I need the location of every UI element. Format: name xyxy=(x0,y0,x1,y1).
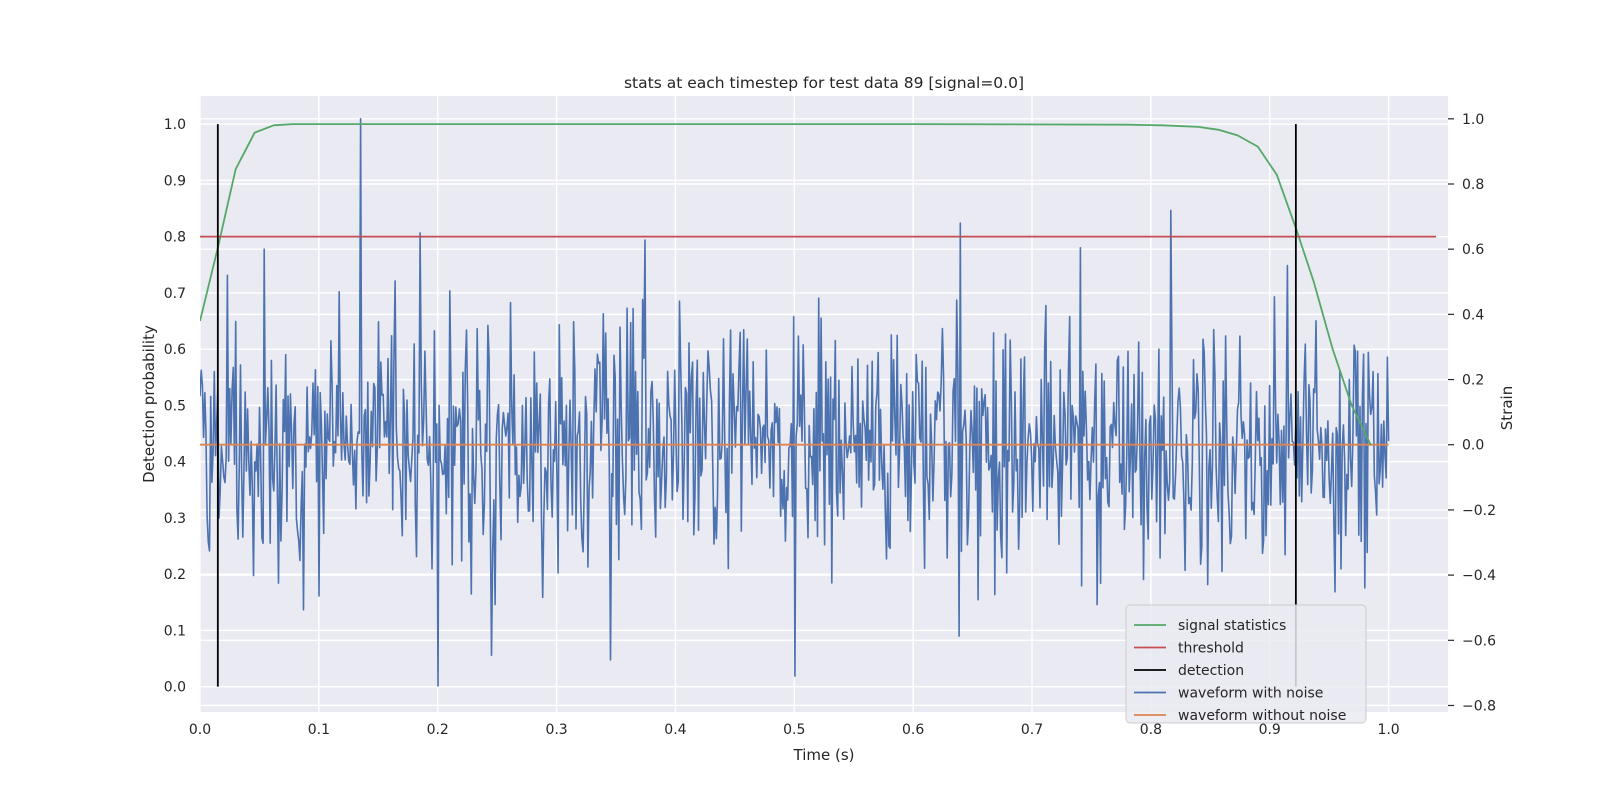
x-tick-label: 0.6 xyxy=(902,722,924,738)
legend-label: signal statistics xyxy=(1178,618,1286,634)
x-axis-label: Time (s) xyxy=(793,746,855,764)
y-left-tick-label: 1.0 xyxy=(164,117,186,133)
y-right-axis-label: Strain xyxy=(1498,386,1516,430)
y-left-tick-label: 0.3 xyxy=(164,511,186,527)
y-left-tick-label: 0.1 xyxy=(164,623,186,639)
x-tick-label: 0.2 xyxy=(427,722,449,738)
y-left-tick-label: 0.6 xyxy=(164,342,186,358)
x-tick-label: 1.0 xyxy=(1377,722,1399,738)
x-tick-label: 0.9 xyxy=(1259,722,1281,738)
y-left-tick-label: 0.0 xyxy=(164,680,186,696)
y-left-tick-label: 0.5 xyxy=(164,398,186,414)
legend-box xyxy=(1125,604,1367,724)
y-right-tick-label: 0.0 xyxy=(1462,438,1484,454)
y-right-tick-label: 1.0 xyxy=(1462,112,1484,128)
series-signal-statistics xyxy=(200,123,1372,446)
y-left-tick-label: 0.2 xyxy=(164,567,186,583)
y-left-tick-label: 0.7 xyxy=(164,286,186,302)
legend-label: waveform without noise xyxy=(1178,708,1346,724)
y-right-tick-labels: −0.8 −0.6 −0.4 −0.2 0.0 0.2 0.4 0.6 0.8 1.0 xyxy=(1448,112,1496,714)
x-tick-label: 0.4 xyxy=(664,722,686,738)
y-right-tick-label: 0.6 xyxy=(1462,242,1484,258)
x-tick-labels: 0.0 0.1 0.2 0.3 0.4 0.5 0.6 0.7 0.8 0.9 1.0 xyxy=(189,722,1400,738)
chart-title: stats at each timestep for test data 89 … xyxy=(624,74,1024,92)
y-left-tick-label: 0.8 xyxy=(164,230,186,246)
y-left-tick-labels: 0.0 0.1 0.2 0.3 0.4 0.5 0.6 0.7 0.8 0.9 1.0 xyxy=(164,117,186,696)
legend-label: detection xyxy=(1178,663,1244,679)
y-right-tick-label: −0.8 xyxy=(1462,698,1496,714)
y-right-tick-label: 0.4 xyxy=(1462,307,1484,323)
legend: signal statistics threshold detection wavef… xyxy=(1125,604,1367,724)
y-right-tick-label: 0.8 xyxy=(1462,177,1484,193)
x-tick-label: 0.3 xyxy=(545,722,567,738)
y-right-tick-label: −0.2 xyxy=(1462,503,1496,519)
y-left-axis-label: Detection probability xyxy=(140,325,158,483)
y-right-tick-label: −0.6 xyxy=(1462,633,1496,649)
y-left-tick-label: 0.4 xyxy=(164,455,186,471)
legend-label: waveform with noise xyxy=(1178,686,1323,702)
x-tick-label: 0.5 xyxy=(783,722,805,738)
x-tick-label: 0.1 xyxy=(308,722,330,738)
x-tick-label: 0.8 xyxy=(1140,722,1162,738)
series-waveform-with-noise xyxy=(200,118,1390,687)
y-right-tick-label: −0.4 xyxy=(1462,568,1496,584)
x-tick-label: 0.7 xyxy=(1021,722,1043,738)
series-layer xyxy=(200,118,1437,687)
y-right-tick-label: 0.2 xyxy=(1462,373,1484,389)
y-left-tick-label: 0.9 xyxy=(164,173,186,189)
legend-label: threshold xyxy=(1178,641,1244,657)
x-tick-label: 0.0 xyxy=(189,722,211,738)
